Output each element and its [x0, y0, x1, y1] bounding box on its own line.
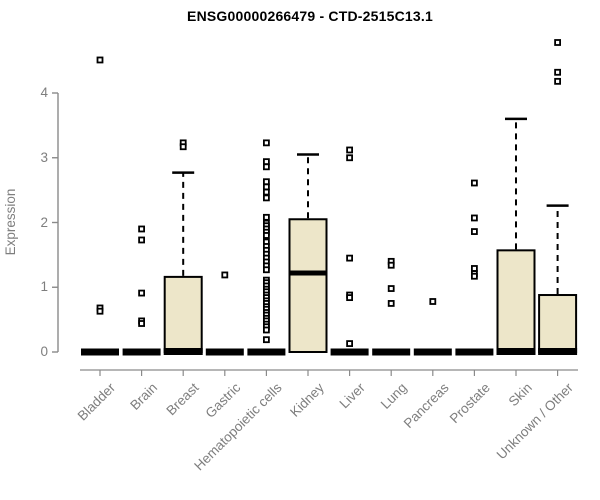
outlier-point: [262, 188, 270, 196]
outlier-point: [138, 289, 146, 297]
outlier-point: [346, 294, 354, 302]
outlier-point: [262, 232, 270, 239]
outlier-point: [96, 56, 104, 64]
outlier-point: [262, 139, 270, 147]
box: [496, 249, 536, 353]
outlier-point: [262, 266, 270, 274]
outlier-point: [262, 163, 270, 171]
y-tick-label: 4: [40, 85, 48, 100]
median-line: [288, 270, 328, 276]
outlier-point: [262, 158, 270, 166]
outlier-point: [221, 271, 229, 279]
outlier-point: [262, 183, 270, 191]
outlier-point: [470, 265, 478, 272]
chart-title: ENSG00000266479 - CTD-2515C13.1: [187, 8, 433, 24]
outlier-point: [470, 179, 478, 187]
collapsed-box: [413, 348, 452, 356]
outlier-point: [470, 272, 478, 280]
box: [538, 294, 578, 353]
median-line: [496, 348, 536, 355]
outlier-point: [346, 146, 354, 154]
outlier-point: [138, 320, 146, 327]
outlier-point: [262, 178, 270, 186]
outlier-point: [470, 214, 478, 222]
median-line: [538, 348, 578, 355]
median-line: [163, 348, 203, 355]
outlier-point: [138, 225, 146, 233]
outlier-point: [387, 261, 395, 269]
collapsed-box: [372, 348, 411, 356]
collapsed-box: [247, 348, 286, 356]
outlier-point: [96, 307, 104, 315]
y-tick-label: 1: [40, 279, 48, 295]
collapsed-box: [205, 348, 244, 356]
collapsed-box: [330, 348, 369, 356]
outlier-point: [346, 154, 354, 162]
outlier-point: [470, 228, 478, 235]
outlier-point: [262, 326, 270, 334]
y-tick-label: 0: [40, 344, 48, 359]
outlier-point: [346, 340, 354, 347]
y-tick-label: 2: [40, 214, 48, 230]
outlier-point: [554, 39, 561, 46]
collapsed-box: [81, 348, 119, 356]
outlier-point: [262, 336, 270, 344]
outlier-point: [554, 68, 561, 76]
outlier-point: [387, 300, 395, 307]
outlier-point: [429, 298, 437, 305]
outlier-point: [262, 194, 270, 202]
collapsed-box: [122, 348, 161, 356]
outlier-point: [387, 285, 395, 292]
outlier-point: [346, 254, 354, 262]
outlier-point: [138, 236, 146, 244]
y-tick-label: 3: [40, 149, 48, 165]
outlier-point: [262, 213, 270, 221]
outlier-point: [179, 143, 187, 151]
collapsed-box: [455, 348, 494, 356]
box: [288, 218, 328, 353]
box: [163, 275, 203, 354]
outlier-point: [554, 77, 561, 85]
